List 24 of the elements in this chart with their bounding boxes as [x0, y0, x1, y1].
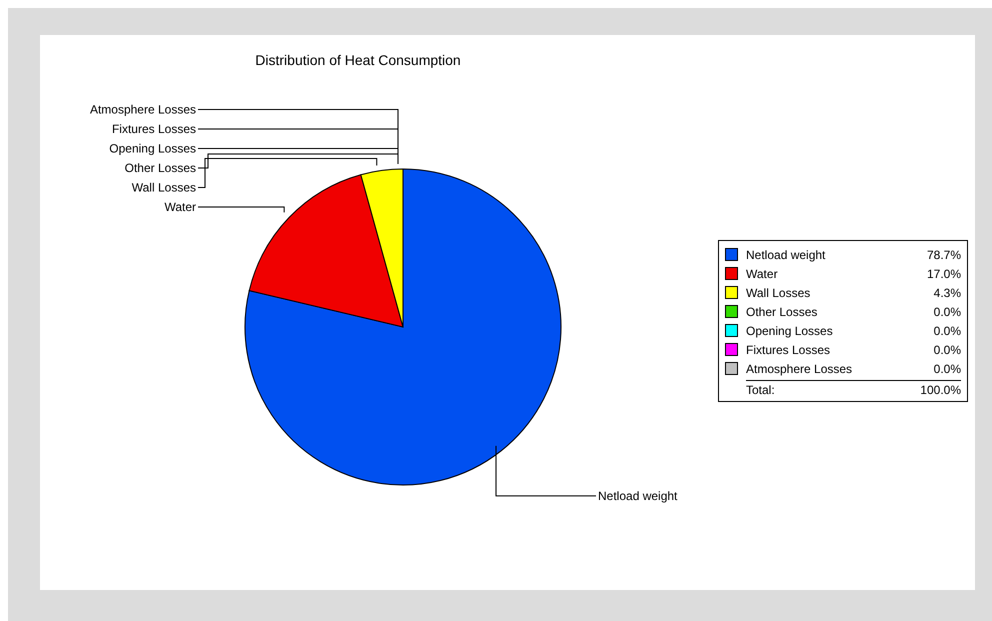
legend-label: Water — [746, 266, 779, 280]
data-label: 78.7% — [926, 248, 961, 262]
text: 0.0% — [934, 304, 961, 318]
category-label: Opening Losses — [109, 142, 196, 156]
slice-label: Water — [164, 200, 196, 214]
legend-label: Other Losses — [746, 304, 818, 318]
legend-label: Fixtures Losses — [746, 342, 832, 356]
legend-label: Atmosphere Losses — [746, 362, 854, 376]
text: Total: — [746, 383, 776, 397]
category-label: Fixtures Losses — [112, 122, 196, 136]
legend-label: Opening Losses — [746, 324, 834, 338]
legend-label: Wall Losses — [746, 286, 812, 300]
legend-label: Netload weight — [746, 248, 826, 262]
data-label: 17.0% — [926, 266, 961, 280]
category-label: Other Losses — [124, 161, 196, 175]
text: 0.0% — [934, 362, 961, 376]
text: 0.0% — [934, 324, 961, 338]
slice-label: Wall Losses — [132, 180, 196, 194]
chart-title: Distribution of Heat Consumption — [254, 52, 462, 68]
text: 0.0% — [934, 342, 961, 356]
category-label: Atmosphere Losses — [90, 102, 196, 116]
data-label: 4.3% — [934, 286, 961, 300]
text: 100.0% — [920, 383, 961, 397]
slice-label: Netload weight — [598, 488, 678, 503]
